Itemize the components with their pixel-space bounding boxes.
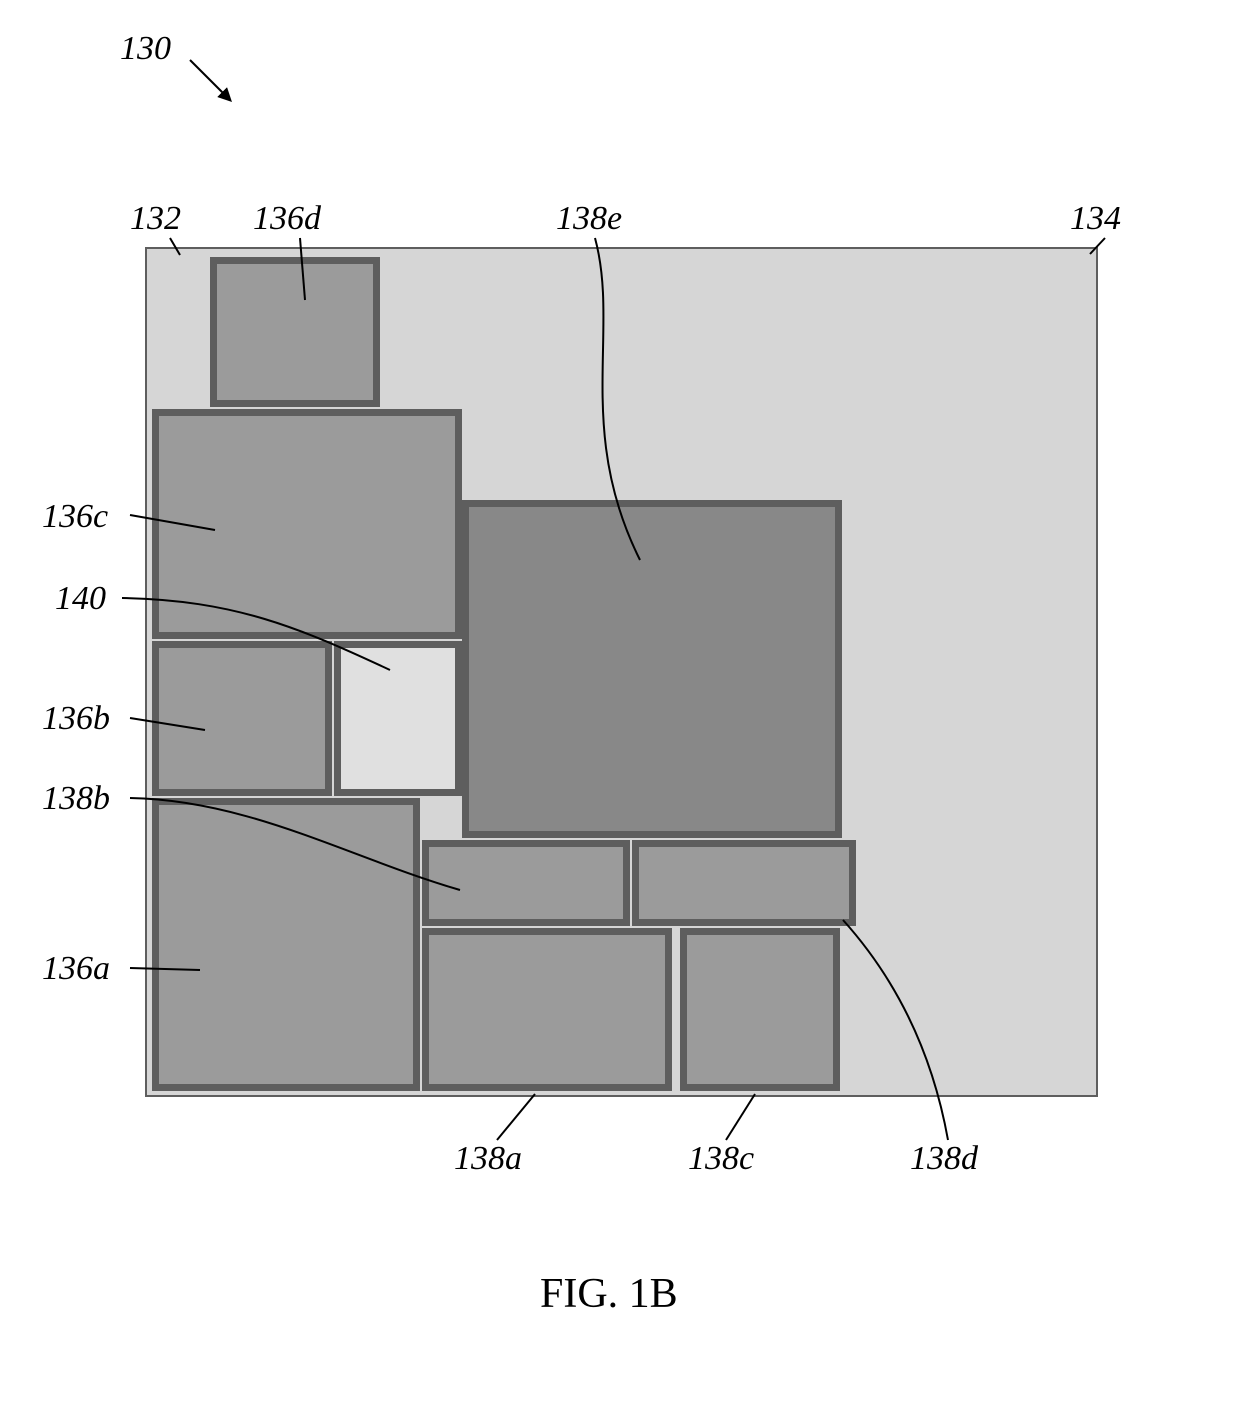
box-138e [462,500,842,838]
box-138d [632,840,856,926]
box-138a [422,928,672,1091]
label-134: 134 [1070,200,1121,238]
label-138d: 138d [910,1140,978,1178]
label-138a: 138a [454,1140,522,1178]
label-132: 132 [130,200,181,238]
box-140 [334,641,462,796]
label-136c: 136c [42,498,108,536]
label-138b: 138b [42,780,110,818]
box-136a [152,798,420,1091]
box-138b [422,840,630,926]
box-136b [152,641,332,796]
label-136d: 136d [253,200,321,238]
label-140: 140 [55,580,106,618]
figure-caption: FIG. 1B [540,1270,678,1318]
box-136d [210,257,380,407]
label-138c: 138c [688,1140,754,1178]
box-136c [152,409,462,639]
box-138c [680,928,840,1091]
label-136a: 136a [42,950,110,988]
label-138e: 138e [556,200,622,238]
label-130: 130 [120,30,171,68]
label-136b: 136b [42,700,110,738]
figure-canvas: 130 132 136d 138e 134 136c 140 136b 138b 136a 138a… [0,0,1240,1424]
